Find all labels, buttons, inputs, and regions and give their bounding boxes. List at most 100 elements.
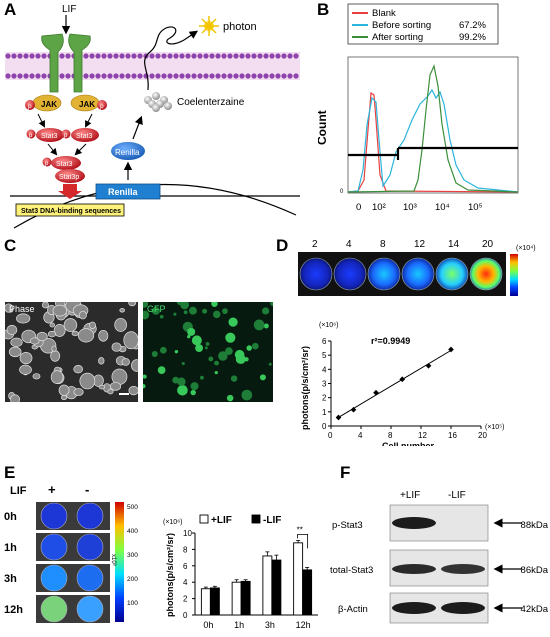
e-legend-label-1: -LIF — [263, 515, 281, 526]
e-legend-swatch-0 — [199, 514, 209, 524]
svg-text:10³: 10³ — [403, 202, 417, 213]
d-xtick-5: 20 — [478, 431, 487, 440]
d-point-2 — [373, 389, 379, 396]
coelenterazine-label: Coelenterzaine — [177, 97, 245, 108]
emission-arrow — [144, 26, 198, 91]
d-ytick-4: 4 — [322, 365, 327, 374]
coelenterazine-cluster — [144, 92, 172, 112]
e-well-0-0 — [40, 502, 68, 530]
d-xtick-2: 8 — [388, 431, 393, 440]
phase-label: Phase — [9, 304, 35, 314]
e-time-label-1: 1h — [4, 542, 17, 554]
stat3-right: Stat3 p — [61, 128, 99, 142]
binding-box-label: Stat3 DNA-binding sequences — [21, 208, 121, 215]
b-legend-before-pct: 67.2% — [459, 20, 486, 31]
d-point-4 — [425, 362, 432, 369]
e-plus-label: + — [48, 482, 56, 497]
d-well-2 — [367, 257, 401, 291]
jak-left: JAK p — [25, 94, 62, 112]
renilla-gene-label: Renilla — [108, 187, 139, 197]
e-minus-label: - — [85, 482, 89, 497]
b-legend-after: After sorting — [372, 32, 423, 43]
panel-f-letter: F — [340, 463, 351, 482]
b-curve-after — [347, 64, 519, 193]
d-ytick-3: 3 — [322, 380, 327, 389]
svg-text:100: 100 — [127, 600, 138, 607]
e-time-label-2: 3h — [4, 573, 17, 585]
b-legend-blank: Blank — [372, 8, 396, 19]
d-top-label-4: 14 — [448, 239, 460, 250]
f-row-label-2: β-Actin — [338, 604, 368, 615]
svg-text:10⁴: 10⁴ — [435, 202, 450, 213]
e-ytick-5: 10 — [183, 529, 192, 538]
e-legend-label-0: +LIF — [211, 515, 232, 526]
d-ytick-5: 5 — [322, 351, 327, 360]
f-col-plus: +LIF — [400, 490, 420, 501]
lif-label: LIF — [62, 4, 76, 15]
photon-label: photon — [223, 21, 257, 33]
e-time-label-3: 12h — [4, 604, 23, 616]
e-ytick-0: 0 — [183, 611, 188, 620]
e-ylabel: photons(p/s/cm²/sr) — [165, 533, 175, 617]
e-ytick-2: 4 — [183, 578, 188, 587]
f-row-size-0: 88kDa — [521, 520, 549, 531]
d-top-label-1: 4 — [346, 239, 352, 250]
panel-d-letter: D — [276, 236, 289, 255]
svg-text:300: 300 — [127, 552, 138, 559]
d-well-1 — [333, 257, 367, 291]
d-point-3 — [399, 376, 406, 383]
d-x-multiplier: (×10⁵) — [485, 424, 504, 431]
e-ytick-1: 2 — [183, 595, 188, 604]
panel-a-letter: A — [4, 0, 17, 19]
d-well-4 — [435, 257, 469, 291]
f-row-label-0: p-Stat3 — [332, 520, 363, 531]
e-bar-1-3 — [302, 569, 313, 616]
d-ylabel: photons(p/s/cm²/sr) — [300, 346, 310, 430]
d-ytick-6: 6 — [322, 337, 327, 346]
f-row-size-2: 42kDa — [521, 604, 549, 615]
d-ytick-1: 1 — [322, 408, 327, 417]
e-well-0-1 — [76, 502, 104, 530]
d-well-3 — [401, 257, 435, 291]
svg-text:Stat3: Stat3 — [56, 161, 72, 168]
d-fit-line — [336, 349, 453, 419]
svg-text:JAK: JAK — [41, 100, 57, 109]
e-ytick-3: 6 — [183, 562, 188, 571]
svg-text:200: 200 — [127, 576, 138, 583]
e-ytick-4: 8 — [183, 545, 188, 554]
d-y-multiplier: (×10⁶) — [319, 322, 338, 329]
panel-e-letter: E — [4, 463, 16, 482]
d-well-0 — [299, 257, 333, 291]
panel-a-diagram: LIF JAK p JAK p Stat3 p Stat3 p Stat3 — [5, 4, 300, 229]
d-top-label-3: 12 — [414, 239, 426, 250]
b-xticks: 0 10² 10³ 10⁴ 10⁵ — [356, 202, 483, 213]
e-bar-0-2 — [262, 555, 273, 616]
e-colorbar-unit: x10³ — [110, 554, 116, 566]
d-annotation: r²=0.9949 — [371, 336, 410, 346]
e-bar-1-0 — [209, 587, 220, 616]
binding-box — [15, 203, 125, 217]
e-bar-1-2 — [271, 559, 282, 616]
d-point-0 — [335, 414, 342, 421]
e-lif-label: LIF — [10, 485, 27, 497]
e-xtick-1: 1h — [234, 620, 244, 630]
e-bar-0-1 — [231, 581, 242, 616]
e-time-label-0: 0h — [4, 511, 17, 523]
svg-text:p: p — [64, 133, 68, 139]
f-col-minus: -LIF — [448, 490, 466, 501]
svg-text:400: 400 — [127, 528, 138, 535]
e-well-3-0 — [40, 595, 68, 623]
d-xtick-1: 4 — [358, 431, 363, 440]
e-well-2-1 — [76, 564, 104, 592]
svg-text:p: p — [28, 103, 32, 110]
d-colorbar — [510, 254, 518, 296]
b-ytick-0: 0 — [340, 189, 344, 195]
photon-icon — [199, 16, 219, 36]
d-xlabel: Cell number — [382, 441, 435, 446]
e-well-2-0 — [40, 564, 68, 592]
e-xtick-0: 0h — [203, 620, 213, 630]
d-top-label-5: 20 — [482, 239, 494, 250]
d-top-label-2: 8 — [380, 239, 386, 250]
